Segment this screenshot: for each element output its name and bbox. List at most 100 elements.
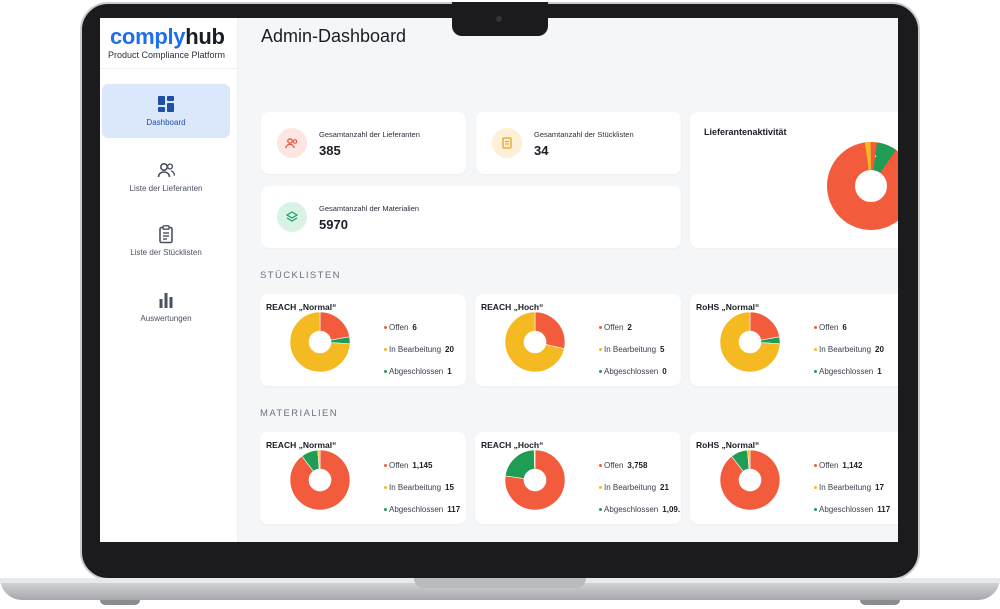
- app-screen: complyhub Product Compliance Platform Da…: [100, 18, 898, 542]
- legend-value: 3,758: [627, 460, 648, 470]
- page-title: Admin-Dashboard: [261, 26, 407, 46]
- donut-slice-in-progress[interactable]: [317, 450, 321, 470]
- legend-value: 1,09.: [662, 504, 681, 514]
- legend-label: Abgeschlossen: [819, 366, 874, 376]
- legend-dot-open: [599, 463, 602, 467]
- donut-slice-open[interactable]: [749, 312, 780, 341]
- legend-row-in-progress: In Bearbeitung 5: [599, 338, 667, 360]
- donut-slice-closed[interactable]: [505, 450, 536, 479]
- chart-legend: Offen 3,758 In Bearbeitung 21 Abgeschlosse…: [599, 454, 680, 520]
- legend-label: In Bearbeitung: [604, 344, 657, 354]
- chart-legend: Offen 1,142 In Bearbeitung 17 Abgeschlosse…: [814, 454, 890, 520]
- activity-slice-yellow: [827, 142, 898, 230]
- chart-card-title: REACH „Hoch“: [481, 302, 544, 312]
- supplier-activity-title: Lieferantenaktivität: [704, 127, 787, 137]
- laptop-foot-right: [860, 600, 900, 605]
- brand-logo[interactable]: complyhub: [110, 24, 225, 50]
- legend-dot-open: [384, 325, 387, 329]
- legend-row-open: Offen 3,758: [599, 454, 680, 476]
- legend-value: 5: [660, 344, 665, 354]
- sidebar-item-label: Auswertungen: [140, 314, 192, 323]
- legend-value: 2: [627, 322, 632, 332]
- kpi-card-boms[interactable]: Gesamtanzahl der Stücklisten 34: [476, 112, 681, 174]
- donut-chart: [505, 312, 565, 372]
- bom-card[interactable]: REACH „Normal“ Offen 6 In Bearbeitung 20 A…: [260, 294, 466, 386]
- donut-slice-open[interactable]: [505, 450, 565, 510]
- legend-label: In Bearbeitung: [819, 482, 872, 492]
- laptop-base: [0, 578, 1000, 600]
- bom-card[interactable]: REACH „Hoch“ Offen 2 In Bearbeitung 5 Abge…: [475, 294, 681, 386]
- legend-label: Offen: [604, 322, 624, 332]
- kpi-card-materials[interactable]: Gesamtanzahl der Materialien 5970: [261, 186, 681, 248]
- donut-slice-open[interactable]: [534, 312, 565, 350]
- sidebar: complyhub Product Compliance Platform Da…: [100, 18, 238, 542]
- activity-slice-main: [827, 142, 898, 230]
- material-card[interactable]: REACH „Normal“ Offen 1,145 In Bearbeitung…: [260, 432, 466, 524]
- bar-chart-icon: [159, 293, 173, 308]
- donut-chart: [720, 312, 780, 372]
- legend-label: Offen: [819, 460, 839, 470]
- chart-card-title: REACH „Hoch“: [481, 440, 544, 450]
- legend-value: 21: [660, 482, 669, 492]
- supplier-activity-card[interactable]: Lieferantenaktivität: [690, 112, 898, 248]
- suppliers-icon: [277, 128, 307, 158]
- chart-legend: Offen 6 In Bearbeitung 20 Abgeschlossen 1: [814, 316, 884, 382]
- legend-dot-closed: [384, 369, 387, 373]
- legend-row-open: Offen 2: [599, 316, 667, 338]
- legend-row-open: Offen 1,145: [384, 454, 460, 476]
- legend-dot-open: [814, 325, 817, 329]
- users-icon: [157, 162, 176, 178]
- legend-dot-open: [814, 463, 817, 467]
- legend-label: Offen: [604, 460, 624, 470]
- legend-dot-in-progress: [384, 485, 387, 489]
- legend-dot-closed: [599, 507, 602, 511]
- donut-slice-in-progress[interactable]: [505, 312, 565, 372]
- dashboard-icon: [158, 96, 174, 112]
- donut-slice-open[interactable]: [720, 450, 780, 510]
- bom-card[interactable]: RoHS „Normal“ Offen 6 In Bearbeitung 20 Ab…: [690, 294, 898, 386]
- sidebar-item-dashboard[interactable]: Dashboard: [102, 84, 230, 138]
- kpi-label: Gesamtanzahl der Stücklisten: [534, 130, 634, 139]
- document-icon: [492, 128, 522, 158]
- legend-row-in-progress: In Bearbeitung 17: [814, 476, 890, 498]
- legend-dot-closed: [814, 507, 817, 511]
- donut-slice-open[interactable]: [290, 450, 350, 510]
- laptop-foot-left: [100, 600, 140, 605]
- material-card[interactable]: REACH „Hoch“ Offen 3,758 In Bearbeitung 21…: [475, 432, 681, 524]
- kpi-card-suppliers[interactable]: Gesamtanzahl der Lieferanten 385: [261, 112, 466, 174]
- legend-label: In Bearbeitung: [389, 482, 442, 492]
- legend-value: 0: [662, 366, 667, 376]
- legend-dot-in-progress: [814, 485, 817, 489]
- legend-value: 20: [875, 344, 884, 354]
- supplier-activity-donut: [827, 142, 898, 230]
- sidebar-item-suppliers[interactable]: Liste der Lieferanten: [102, 150, 230, 204]
- donut-slice-in-progress[interactable]: [290, 312, 350, 372]
- legend-value: 1,145: [412, 460, 433, 470]
- legend-label: Abgeschlossen: [604, 366, 659, 376]
- legend-dot-open: [599, 325, 602, 329]
- chart-legend: Offen 6 In Bearbeitung 20 Abgeschlossen 1: [384, 316, 454, 382]
- donut-slice-in-progress[interactable]: [720, 312, 780, 372]
- section-title-materials: MATERIALIEN: [260, 408, 339, 419]
- donut-slice-open[interactable]: [319, 312, 350, 341]
- donut-slice-in-progress[interactable]: [533, 450, 536, 470]
- section-title-boms: STÜCKLISTEN: [260, 270, 341, 281]
- kpi-label: Gesamtanzahl der Lieferanten: [319, 130, 420, 139]
- chart-card-title: REACH „Normal“: [266, 440, 337, 450]
- legend-value: 15: [445, 482, 454, 492]
- donut-slice-in-progress[interactable]: [747, 450, 751, 470]
- material-card[interactable]: RoHS „Normal“ Offen 1,142 In Bearbeitung 1…: [690, 432, 898, 524]
- legend-label: In Bearbeitung: [389, 344, 442, 354]
- legend-row-in-progress: In Bearbeitung 21: [599, 476, 680, 498]
- kpi-value: 385: [319, 143, 341, 158]
- legend-dot-closed: [599, 369, 602, 373]
- chart-card-title: RoHS „Normal“: [696, 440, 760, 450]
- kpi-label: Gesamtanzahl der Materialien: [319, 204, 420, 213]
- legend-row-closed: Abgeschlossen 1: [814, 360, 884, 382]
- donut-chart: [290, 312, 350, 372]
- laptop-base-groove: [414, 578, 586, 588]
- sidebar-item-reports[interactable]: Auswertungen: [102, 280, 230, 334]
- sidebar-item-boms[interactable]: Liste der Stücklisten: [102, 214, 230, 268]
- legend-row-closed: Abgeschlossen 1: [384, 360, 454, 382]
- legend-row-closed: Abgeschlossen 117: [814, 498, 890, 520]
